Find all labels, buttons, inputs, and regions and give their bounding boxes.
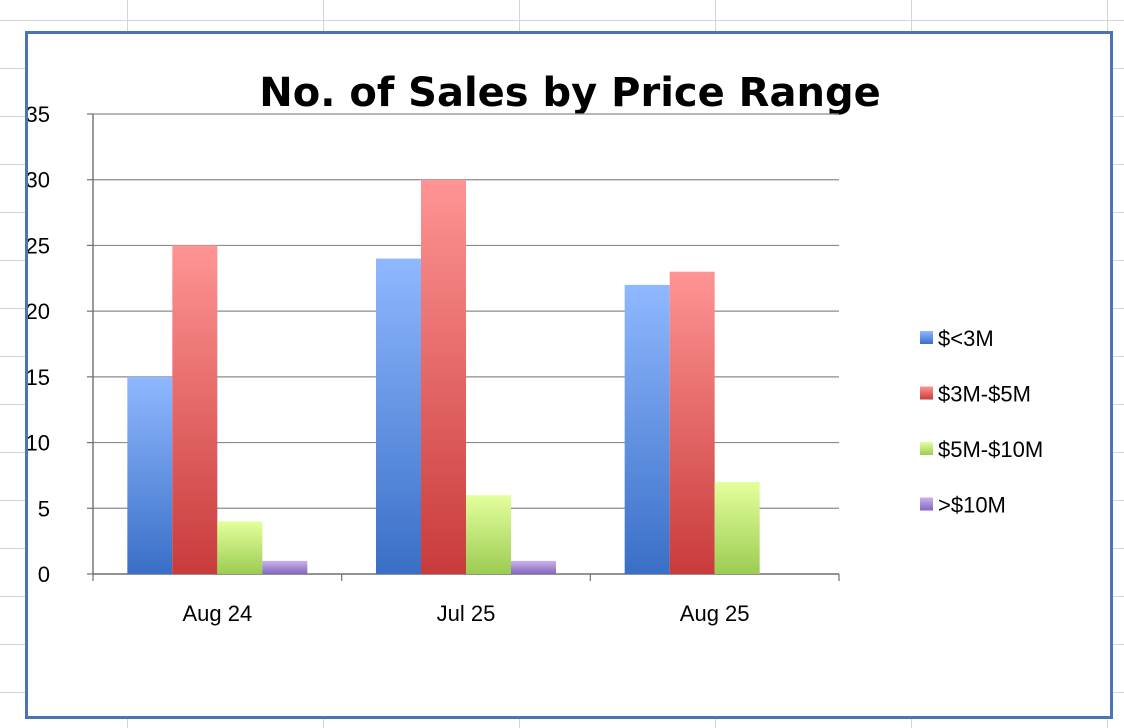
bar — [217, 521, 263, 574]
bar — [172, 245, 218, 574]
x-category-label: Jul 25 — [437, 601, 496, 626]
legend: $<3M $3M-$5M $5M-$10M >$10M — [920, 326, 1043, 518]
bar — [511, 560, 556, 574]
bar — [669, 271, 715, 574]
legend-swatch — [920, 497, 933, 511]
x-category-label: Aug 25 — [680, 601, 750, 626]
axis-labels: 0 5 10 15 20 25 30 35 Aug 24 Jul 25 Aug 25 — [28, 102, 750, 626]
chart-svg: No. of Sales by Price Range 0 5 10 15 20 25 30… — [28, 70, 1043, 626]
bar — [421, 179, 466, 574]
chart-title: No. of Sales by Price Range — [259, 70, 880, 116]
bar — [624, 284, 670, 574]
y-tick-label: 15 — [28, 365, 50, 390]
bar — [376, 258, 421, 574]
bar — [262, 560, 308, 574]
y-tick-label: 5 — [38, 496, 50, 521]
bar — [127, 376, 173, 574]
legend-label: $3M-$5M — [938, 382, 1031, 407]
legend-swatch — [920, 442, 933, 455]
y-tick-label: 30 — [28, 168, 50, 193]
legend-swatch — [920, 386, 933, 400]
x-category-label: Aug 24 — [182, 601, 252, 626]
legend-label: $5M-$10M — [938, 437, 1043, 462]
legend-label: >$10M — [938, 493, 1006, 518]
bar — [466, 495, 511, 574]
y-tick-label: 25 — [28, 233, 50, 258]
legend-label: $<3M — [938, 326, 994, 351]
bar — [714, 482, 760, 574]
y-tick-label: 10 — [28, 431, 50, 456]
chart-frame: No. of Sales by Price Range 0 5 10 15 20 25 30… — [25, 31, 1113, 719]
y-tick-label: 0 — [38, 562, 50, 587]
y-tick-label: 20 — [28, 299, 50, 324]
legend-swatch — [920, 331, 933, 344]
y-tick-label: 35 — [28, 102, 50, 127]
bars — [127, 179, 760, 574]
